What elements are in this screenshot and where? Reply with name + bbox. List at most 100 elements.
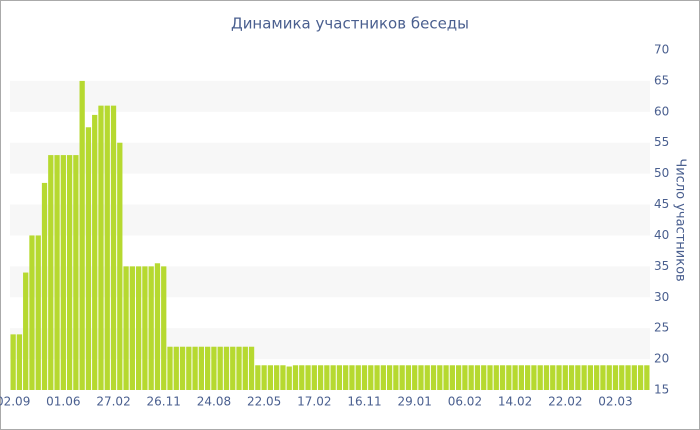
- bar: [644, 365, 650, 390]
- bar: [66, 155, 73, 390]
- bar: [493, 365, 499, 390]
- bar: [98, 105, 104, 391]
- x-tick-label: 22.05: [247, 395, 281, 409]
- x-tick-label: 29.01: [398, 395, 432, 409]
- y-tick-label: 15: [654, 383, 669, 397]
- bar: [148, 266, 154, 390]
- bar: [280, 365, 286, 390]
- bar: [161, 266, 167, 390]
- bar: [104, 105, 110, 391]
- bar: [355, 365, 361, 390]
- bar: [349, 365, 355, 390]
- x-tick-label: 02.03: [598, 395, 632, 409]
- y-tick-label: 20: [654, 352, 669, 366]
- bar: [506, 365, 512, 390]
- bar: [594, 365, 600, 390]
- x-tick-label: 16.11: [347, 395, 381, 409]
- y-axis-label: Число участников: [673, 158, 688, 281]
- bar: [85, 127, 92, 390]
- bar: [92, 114, 98, 390]
- bar: [16, 334, 23, 390]
- y-tick-label: 50: [654, 166, 669, 180]
- y-tick-label: 40: [654, 228, 669, 242]
- bar: [525, 365, 531, 390]
- bar: [73, 155, 79, 390]
- y-tick-label: 65: [654, 73, 669, 87]
- bar: [135, 266, 142, 390]
- y-tick-label: 55: [654, 135, 669, 149]
- bar: [562, 365, 568, 390]
- bar: [462, 365, 468, 390]
- x-tick-label: 17.02: [297, 395, 331, 409]
- bar: [368, 365, 374, 390]
- bar: [217, 346, 223, 390]
- bar: [343, 365, 349, 390]
- bar: [54, 155, 60, 390]
- bar: [211, 346, 217, 390]
- bar: [311, 365, 317, 390]
- bar: [248, 346, 255, 390]
- bar: [386, 365, 393, 390]
- bar: [531, 365, 537, 390]
- bar: [35, 235, 41, 390]
- bar: [543, 365, 550, 390]
- y-tick-label: 35: [654, 259, 669, 273]
- bar: [487, 365, 493, 390]
- bar: [587, 365, 594, 390]
- x-tick-label: 02.09: [0, 395, 30, 409]
- bar: [336, 365, 343, 390]
- bar: [41, 182, 48, 390]
- x-tick-label: 06.02: [448, 395, 482, 409]
- grid-band: [10, 80, 650, 112]
- bar: [186, 346, 192, 390]
- bar: [380, 365, 386, 390]
- bar: [324, 365, 330, 390]
- bar: [173, 346, 179, 390]
- grid-band: [10, 142, 650, 174]
- bar: [537, 365, 543, 390]
- bar: [474, 365, 481, 390]
- bar: [154, 263, 161, 390]
- bar: [48, 155, 54, 390]
- bar: [550, 365, 556, 390]
- y-tick-label: 60: [654, 104, 669, 118]
- bar: [79, 80, 85, 390]
- bar: [299, 365, 305, 390]
- bar: [399, 365, 405, 390]
- bar: [110, 105, 117, 391]
- bar: [575, 365, 581, 390]
- bar: [405, 365, 412, 390]
- bar: [631, 365, 637, 390]
- bar: [556, 365, 562, 390]
- bar: [455, 365, 462, 390]
- y-tick-label: 25: [654, 321, 669, 335]
- y-tick-label: 30: [654, 290, 669, 304]
- bar: [23, 272, 29, 390]
- grid-band: [10, 266, 650, 298]
- bar: [499, 365, 506, 390]
- bar: [374, 365, 380, 390]
- bar: [481, 365, 487, 390]
- bar: [179, 346, 186, 390]
- bar: [600, 365, 606, 390]
- bar: [625, 365, 631, 390]
- grid-band: [10, 204, 650, 236]
- bar: [267, 365, 274, 390]
- bar: [361, 365, 368, 390]
- x-tick-label: 27.02: [96, 395, 130, 409]
- bar: [230, 346, 236, 390]
- bar: [117, 142, 123, 390]
- bar: [261, 365, 267, 390]
- x-tick-label: 01.06: [46, 395, 80, 409]
- y-tick-label: 45: [654, 197, 669, 211]
- x-tick-label: 26.11: [147, 395, 181, 409]
- bar: [606, 365, 612, 390]
- bar: [292, 365, 299, 390]
- bar: [255, 365, 261, 390]
- bar: [10, 334, 16, 390]
- bar: [437, 365, 443, 390]
- bar: [242, 346, 248, 390]
- bar: [468, 365, 474, 390]
- bar: [518, 365, 525, 390]
